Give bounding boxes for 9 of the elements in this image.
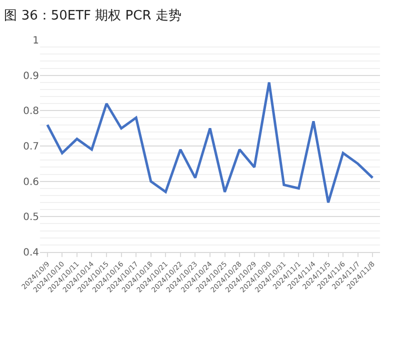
- chart-title: 图 36：50ETF 期权 PCR 走势: [4, 8, 182, 24]
- y-tick-label: 0.6: [23, 176, 39, 188]
- y-tick-label: 0.9: [23, 70, 39, 82]
- y-tick-label: 0.4: [23, 248, 39, 258]
- line-series: [46, 81, 374, 204]
- y-tick-label: 1: [32, 36, 39, 46]
- y-tick-label: 0.8: [23, 106, 39, 118]
- y-tick-label: 0.5: [23, 212, 39, 224]
- y-tick-label: 0.7: [23, 142, 39, 152]
